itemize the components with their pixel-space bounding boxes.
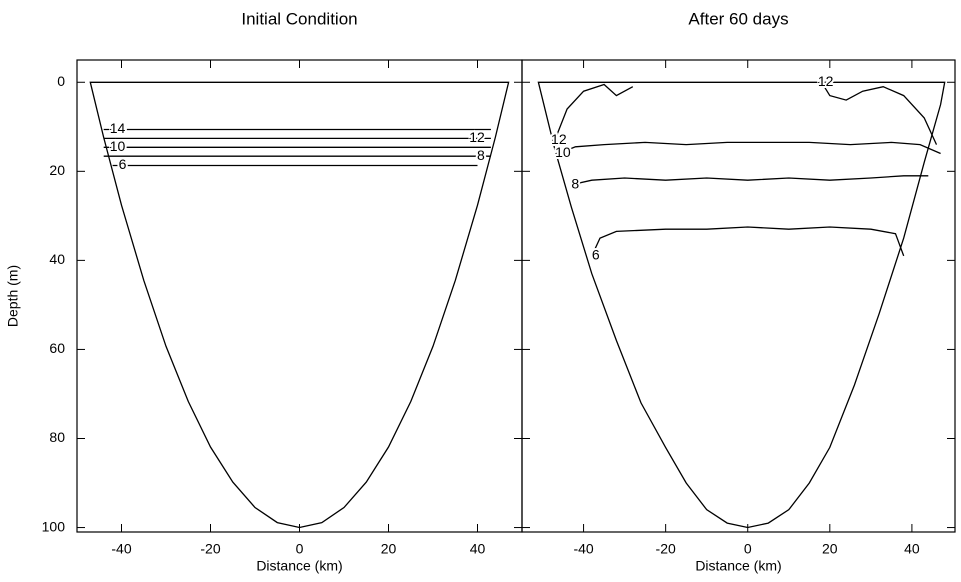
y-tick-label: 80 — [49, 429, 65, 445]
chart-title: After 60 days — [688, 9, 788, 28]
contour-line — [558, 141, 941, 155]
x-tick-label: -40 — [573, 541, 593, 557]
plot-frame — [521, 59, 956, 533]
contour-label: 10 — [110, 138, 126, 154]
plot-frame — [76, 59, 523, 533]
x-tick-label: 20 — [822, 541, 838, 557]
contour-label: 8 — [477, 147, 485, 163]
contour-line — [571, 175, 929, 186]
contour-label: 8 — [571, 175, 579, 191]
contour-label: 12 — [818, 73, 834, 89]
x-axis-label: Distance (km) — [256, 558, 342, 574]
contour-label: 6 — [119, 156, 127, 172]
contour-label: 10 — [555, 144, 571, 160]
y-tick-label: 0 — [57, 73, 65, 89]
x-tick-label: 0 — [744, 541, 752, 557]
chart-title: Initial Condition — [241, 9, 357, 28]
y-tick-label: 40 — [49, 251, 65, 267]
x-tick-label: 20 — [381, 541, 397, 557]
x-tick-label: -40 — [111, 541, 131, 557]
x-tick-label: -20 — [656, 541, 676, 557]
contour-line — [591, 226, 905, 257]
basin-boundary — [89, 81, 510, 529]
y-tick-label: 20 — [49, 162, 65, 178]
contour-label: 12 — [469, 129, 485, 145]
contour-label: 6 — [592, 247, 600, 263]
contour-line — [554, 81, 938, 145]
x-tick-label: 40 — [904, 541, 920, 557]
contour-label: 14 — [110, 120, 126, 136]
contour-label: 12 — [551, 131, 567, 147]
x-tick-label: 40 — [470, 541, 486, 557]
x-tick-label: -20 — [200, 541, 220, 557]
basin-boundary — [537, 81, 946, 529]
x-axis-label: Distance (km) — [695, 558, 781, 574]
y-tick-label: 100 — [42, 518, 66, 534]
y-tick-label: 60 — [49, 340, 65, 356]
x-tick-label: 0 — [296, 541, 304, 557]
y-axis-label: Depth (m) — [5, 265, 21, 327]
